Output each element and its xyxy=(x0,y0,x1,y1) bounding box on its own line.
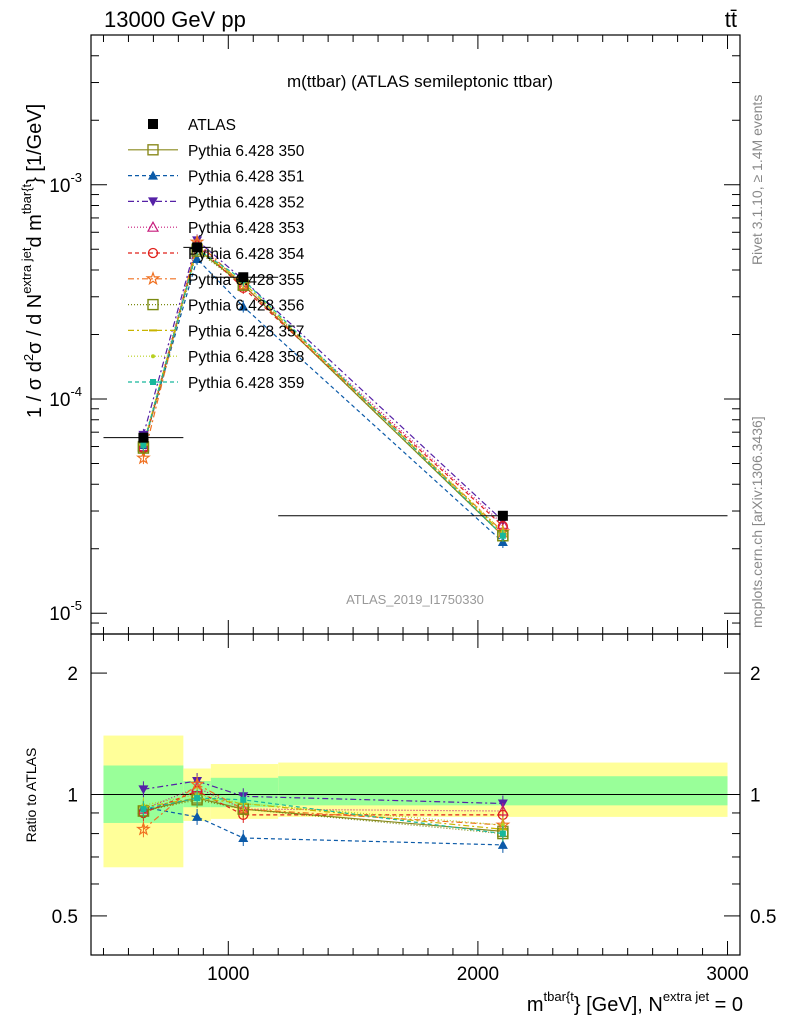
ratio-point-5-0 xyxy=(135,821,151,836)
ratio-point-9-2 xyxy=(240,796,247,803)
data-point-2 xyxy=(238,272,249,283)
legend-marker-2 xyxy=(148,197,158,207)
legend-label-5: Pythia 6.428 355 xyxy=(188,272,304,289)
legend-label-3: Pythia 6.428 353 xyxy=(188,220,304,237)
plot-title: m(ttbar) (ATLAS semileptonic ttbar) xyxy=(287,72,553,91)
data-point-0 xyxy=(138,432,149,443)
ratio-y-tick-label-right-0: 0.5 xyxy=(750,907,776,928)
legend-marker-4 xyxy=(147,247,159,259)
x-tick-label-3000: 3000 xyxy=(706,964,748,985)
main-series-line-0 xyxy=(142,248,504,537)
main-series-line-3 xyxy=(142,242,504,525)
legend: ATLAS Pythia 6.428 350 Pythia 6.428 351 Pyt… xyxy=(128,117,305,392)
main-y-tick-label-1: 10-4 xyxy=(49,384,82,411)
legend-marker-0 xyxy=(147,144,159,156)
legend-marker-9 xyxy=(150,379,156,385)
legend-marker-6 xyxy=(147,298,159,311)
main-series-line-1 xyxy=(142,257,504,543)
legend-label-6: Pythia 6.428 356 xyxy=(188,298,304,315)
main-point-1-1 xyxy=(192,254,203,264)
main-point-9-3 xyxy=(499,532,506,539)
main-point-9-0 xyxy=(140,441,147,448)
ratio-y-tick-label-left-2: 2 xyxy=(67,664,78,685)
legend-marker-8 xyxy=(151,354,155,359)
ratio-y-tick-label-left-0: 0.5 xyxy=(52,907,78,928)
main-point-1-2 xyxy=(238,301,249,311)
ratio-y-axis-label: Ratio to ATLAS xyxy=(23,748,39,843)
legend-label-1: Pythia 6.428 351 xyxy=(188,169,304,186)
main-y-axis-label: 1 / σ d2σ / d Nextra jetd mtbar{t} [1/Ge… xyxy=(19,104,46,418)
main-series-lines xyxy=(142,239,504,543)
x-axis-label: mtbar{t} [GeV], Nextra jet = 0 xyxy=(527,989,743,1016)
ratio-point-8-3 xyxy=(500,823,505,828)
ratio-point-2-0 xyxy=(138,785,149,795)
ratio-series-line-9 xyxy=(143,797,503,835)
ratio-point-9-0 xyxy=(140,806,147,813)
ratio-series-line-1 xyxy=(143,806,503,846)
legend-marker-5 xyxy=(145,270,161,286)
main-y-tick-label-2: 10-3 xyxy=(49,170,82,197)
legend-label-atlas: ATLAS xyxy=(188,117,236,134)
rivet-label: Rivet 3.1.10, ≥ 1.4M events xyxy=(749,95,765,265)
legend-label-9: Pythia 6.428 359 xyxy=(188,375,304,392)
ratio-point-1-1 xyxy=(192,811,203,821)
legend-label-2: Pythia 6.428 352 xyxy=(188,194,304,211)
main-point-5-0 xyxy=(135,450,151,465)
x-tick-label-1000: 1000 xyxy=(207,964,249,985)
ratio-point-9-1 xyxy=(194,795,201,802)
main-series-line-6 xyxy=(142,250,504,537)
x-tick-label-2000: 2000 xyxy=(457,964,499,985)
ratio-y-tick-label-right-1: 1 xyxy=(750,786,761,807)
legend-marker-1 xyxy=(148,170,158,180)
ratio-series-line-6 xyxy=(143,799,503,835)
main-series-line-8 xyxy=(142,246,504,533)
data-point-1 xyxy=(192,242,203,253)
legend-label-8: Pythia 6.428 358 xyxy=(188,349,304,366)
data-point-3 xyxy=(497,510,508,521)
ratio-y-tick-label-left-1: 1 xyxy=(67,786,78,807)
legend-marker-3 xyxy=(146,220,160,232)
main-series-line-2 xyxy=(142,239,504,522)
legend-label-4: Pythia 6.428 354 xyxy=(188,246,305,263)
ratio-series-line-4 xyxy=(143,790,503,816)
axis-ticks xyxy=(91,34,740,955)
main-y-tick-label-0: 10-5 xyxy=(49,598,82,625)
header-process-label: tt̄ xyxy=(725,7,737,32)
ratio-point-9-3 xyxy=(499,830,506,837)
main-series-points xyxy=(103,234,728,549)
analysis-watermark: ATLAS_2019_I1750330 xyxy=(346,592,484,607)
legend-label-0: Pythia 6.428 350 xyxy=(188,143,305,160)
tick-labels: 1000 2000 3000 10-5 10-4 10-3 0.5 0.5 1 1 2 2 xyxy=(49,170,776,985)
ratio-series-lines xyxy=(135,773,511,853)
ratio-point-1-2 xyxy=(238,833,249,843)
main-series-line-9 xyxy=(142,248,504,537)
legend-label-7: Pythia 6.428 357 xyxy=(188,323,304,340)
header-energy-label: 13000 GeV pp xyxy=(104,7,246,32)
mcplots-label: mcplots.cern.ch [arXiv:1306.3436] xyxy=(749,416,765,628)
legend-marker-atlas xyxy=(148,119,158,129)
ratio-y-tick-label-right-2: 2 xyxy=(750,664,761,685)
ratio-point-1-3 xyxy=(497,839,508,849)
